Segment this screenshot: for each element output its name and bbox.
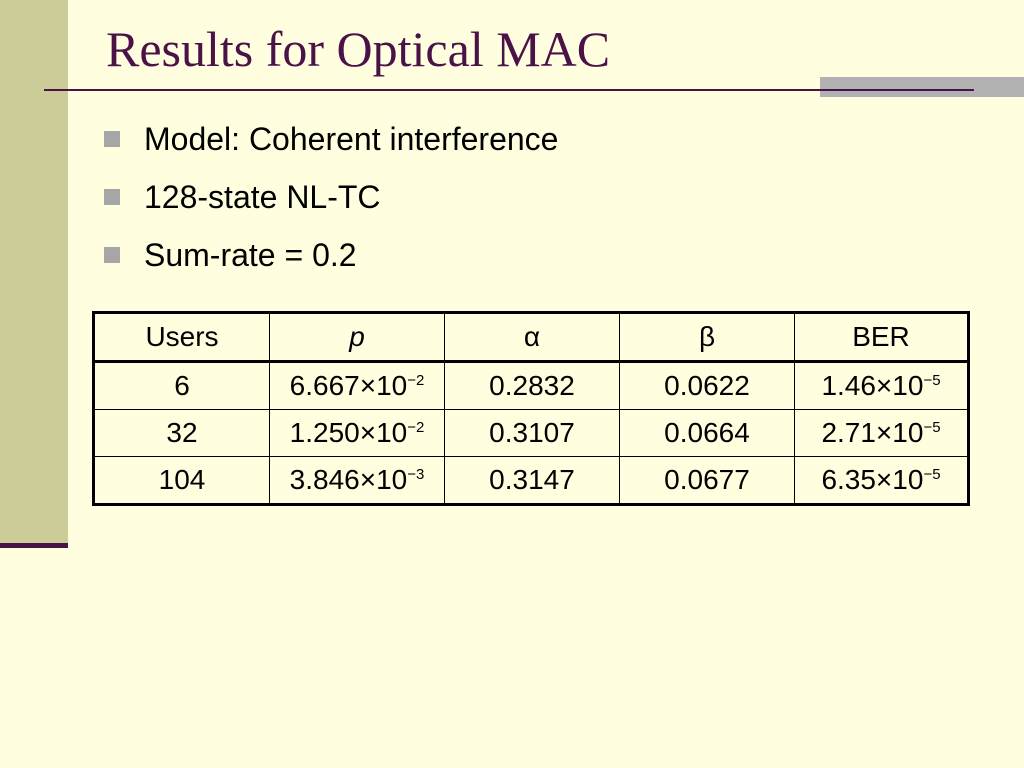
- table-row: 104 3.846×10−3 0.3147 0.0677 6.35×10−5: [93, 456, 969, 505]
- bullet-item: Model: Coherent interference: [104, 110, 558, 168]
- p-exponent: −3: [407, 466, 425, 483]
- square-bullet-icon: [104, 131, 120, 147]
- cell-ber: 2.71×10−5: [794, 409, 969, 457]
- table-header-row: Users p α β BER: [93, 312, 969, 363]
- cell-beta: 0.0664: [619, 409, 795, 457]
- header-beta: β: [619, 312, 795, 363]
- cell-alpha: 0.3107: [444, 409, 620, 457]
- bullet-item: Sum-rate = 0.2: [104, 226, 558, 284]
- bullet-list: Model: Coherent interference 128-state N…: [104, 110, 558, 284]
- left-sidebar-bar: [0, 0, 68, 548]
- bullet-text: 128-state NL-TC: [144, 178, 381, 215]
- cell-p: 6.667×10−2: [269, 361, 445, 410]
- square-bullet-icon: [104, 247, 120, 263]
- p-exponent: −2: [407, 372, 425, 389]
- ber-exponent: −5: [923, 466, 941, 483]
- cell-users: 6: [93, 361, 270, 410]
- header-alpha: α: [444, 312, 620, 363]
- results-table: Users p α β BER 6 6.667×10−2 0.2832 0.06…: [92, 311, 970, 506]
- cell-alpha: 0.2832: [444, 361, 620, 410]
- slide-title: Results for Optical MAC: [106, 21, 611, 77]
- cell-ber: 1.46×10−5: [794, 361, 969, 410]
- p-mantissa: 1.250×10: [289, 417, 408, 448]
- square-bullet-icon: [104, 189, 120, 205]
- cell-beta: 0.0677: [619, 456, 795, 505]
- cell-users: 32: [93, 409, 270, 457]
- title-accent-bar: [820, 77, 1024, 97]
- table-row: 6 6.667×10−2 0.2832 0.0622 1.46×10−5: [93, 361, 969, 410]
- p-mantissa: 3.846×10: [289, 464, 408, 495]
- table-row: 32 1.250×10−2 0.3107 0.0664 2.71×10−5: [93, 409, 969, 457]
- cell-p: 1.250×10−2: [269, 409, 445, 457]
- cell-alpha: 0.3147: [444, 456, 620, 505]
- cell-p: 3.846×10−3: [269, 456, 445, 505]
- bullet-text: Sum-rate = 0.2: [144, 236, 357, 273]
- cell-beta: 0.0622: [619, 361, 795, 410]
- p-mantissa: 6.667×10: [289, 370, 408, 401]
- ber-mantissa: 1.46×10: [821, 370, 924, 401]
- cell-users: 104: [93, 456, 270, 505]
- ber-exponent: −5: [923, 419, 941, 436]
- header-p: p: [269, 312, 445, 363]
- bullet-text: Model: Coherent interference: [144, 120, 559, 157]
- cell-ber: 6.35×10−5: [794, 456, 969, 505]
- bullet-item: 128-state NL-TC: [104, 168, 558, 226]
- ber-exponent: −5: [923, 372, 941, 389]
- left-sidebar-underline: [0, 543, 68, 548]
- ber-mantissa: 2.71×10: [821, 417, 924, 448]
- ber-mantissa: 6.35×10: [821, 464, 924, 495]
- title-underline: [44, 89, 974, 91]
- header-ber: BER: [794, 312, 969, 363]
- header-users: Users: [93, 312, 270, 363]
- p-exponent: −2: [407, 419, 425, 436]
